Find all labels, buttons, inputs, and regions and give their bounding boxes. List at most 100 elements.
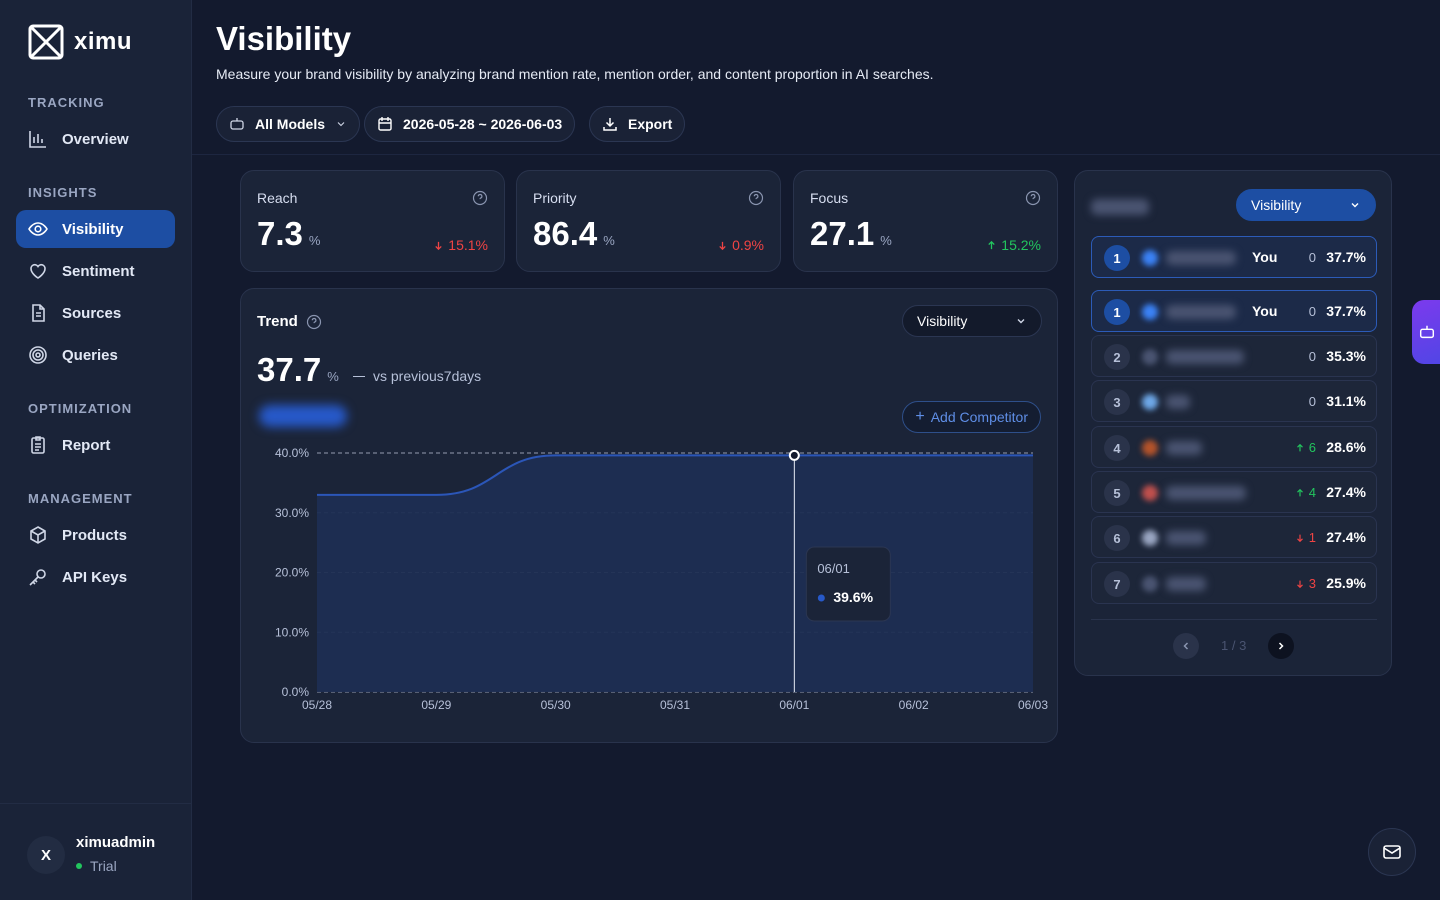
brand-icon [1142,250,1158,266]
help-icon[interactable] [306,314,322,330]
ranking-row[interactable]: 2 0 35.3% [1091,335,1377,377]
arrow-up-icon [1296,443,1303,451]
ranking-row[interactable]: 7 3 25.9% [1091,562,1377,604]
ranking-row[interactable]: 3 0 31.1% [1091,380,1377,422]
rank-change: 3 [1295,576,1316,591]
header-divider [192,154,1440,155]
rank-change-value: 4 [1308,485,1316,500]
ranking-row[interactable]: 4 6 28.6% [1091,426,1377,468]
rank-number: 1 [1104,245,1130,271]
rank-change: 1 [1295,530,1316,545]
sidebar-item-queries[interactable]: Queries [16,336,175,374]
date-range-label: 2026-05-28 ~ 2026-06-03 [403,116,563,132]
rank-percentage: 37.7% [1326,249,1366,265]
sidebar-item-label: Overview [62,130,129,148]
plus-icon: + [915,408,925,425]
download-icon [603,118,617,131]
rank-percentage: 28.6% [1326,439,1366,455]
metric-unit: % [603,233,615,248]
tooltip-date: 06/01 [817,561,850,576]
rank-number: 5 [1104,480,1130,506]
sidebar-item-label: Sentiment [62,262,135,280]
ranking-card: Visibility 1 You 0 37.7% 1 You 0 37.7% 2 0 35.3% 3 0… [1074,170,1392,676]
eye-icon [28,222,48,236]
arrow-down-icon [1296,580,1303,588]
sidebar-item-sources[interactable]: Sources [16,294,175,332]
x-tick-label: 06/02 [899,698,929,712]
next-page-button[interactable] [1268,633,1294,659]
logo[interactable]: ximu [28,24,132,60]
add-competitor-button[interactable]: + Add Competitor [902,401,1041,433]
trend-compare-label: vs previous7days [373,368,482,384]
sidebar-item-report[interactable]: Report [16,426,175,464]
rank-percentage: 27.4% [1326,484,1366,500]
assistant-tab[interactable] [1412,300,1440,364]
mail-icon [1383,845,1401,859]
ranking-metric-select[interactable]: Visibility [1236,189,1376,221]
sidebar-item-api-keys[interactable]: API Keys [16,558,175,596]
rank-change: 6 [1295,440,1316,455]
metric-number: 27.1 [810,215,875,252]
brand-icon [1142,485,1158,501]
page-title: Visibility [216,20,352,57]
help-icon[interactable] [1025,190,1041,206]
models-filter[interactable]: All Models [216,106,361,142]
ranking-row[interactable]: 1 You 0 37.7% [1091,236,1377,278]
prev-page-button[interactable] [1173,633,1199,659]
trend-compare: vs previous7days [353,368,481,384]
sidebar-item-products[interactable]: Products [16,516,175,554]
trend-card: Trend 37.7 % vs previous7days Visibility… [240,288,1058,743]
trend-title: Trend [257,313,322,330]
ranking-row[interactable]: 5 4 27.4% [1091,471,1377,513]
sidebar: ximu TRACKING Overview INSIGHTS Visibili… [0,0,192,900]
ranking-row[interactable]: 1 You 0 37.7% [1091,290,1377,332]
metric-delta-value: 15.1% [448,237,488,253]
help-icon[interactable] [748,190,764,206]
sidebar-item-visibility[interactable]: Visibility [16,210,175,248]
metric-unit: % [308,233,321,248]
chevron-right-icon [1278,642,1284,650]
sidebar-item-overview[interactable]: Overview [16,120,175,158]
export-button[interactable]: Export [589,106,686,142]
clipboard-icon [31,436,45,454]
metric-delta: 15.2% [986,237,1041,253]
document-icon [32,304,45,322]
trend-number: 37.7 [257,351,322,388]
brand-name [1166,441,1202,455]
legend-item[interactable] [259,405,347,427]
x-tick-label: 05/28 [302,698,332,712]
you-tag: You [1252,249,1278,265]
metric-value: 7.3% [257,215,320,253]
sidebar-item-sentiment[interactable]: Sentiment [16,252,175,290]
dash-marker [353,375,365,377]
x-tick-label: 05/29 [421,698,451,712]
page-description: Measure your brand visibility by analyzi… [216,66,934,82]
heart-icon [30,263,46,279]
rank-change-value: 1 [1308,530,1316,545]
user-profile[interactable]: X ximuadmin Trial [0,803,191,900]
rank-change-value: 6 [1308,440,1316,455]
rank-change: 0 [1309,349,1316,364]
sidebar-item-label: Report [62,436,111,454]
chevron-down-icon [1351,203,1359,208]
trend-metric-select[interactable]: Visibility [902,305,1042,337]
hover-point [788,449,800,461]
plan-label: Trial [90,858,117,874]
robot-icon [1419,325,1435,339]
metric-number: 86.4 [533,215,598,252]
brand-name [1166,350,1244,364]
ranking-row[interactable]: 6 1 27.4% [1091,516,1377,558]
target-icon [29,346,47,364]
page-indicator: 1 / 3 [1221,638,1247,653]
date-range-filter[interactable]: 2026-05-28 ~ 2026-06-03 [364,106,576,142]
rank-change: 0 [1309,394,1316,409]
rank-change: 0 [1309,250,1316,265]
messages-button[interactable] [1368,828,1416,876]
user-name: ximuadmin [76,834,156,851]
avatar[interactable]: X [27,836,65,874]
help-icon[interactable] [472,190,488,206]
trend-chart[interactable]: 0.0% 10.0% 20.0% 30.0% 40.0% 05/28 05/29 05/30… [241,289,1059,744]
calendar-icon [378,117,392,131]
trend-title-label: Trend [257,313,298,330]
user-plan: Trial [76,858,117,874]
